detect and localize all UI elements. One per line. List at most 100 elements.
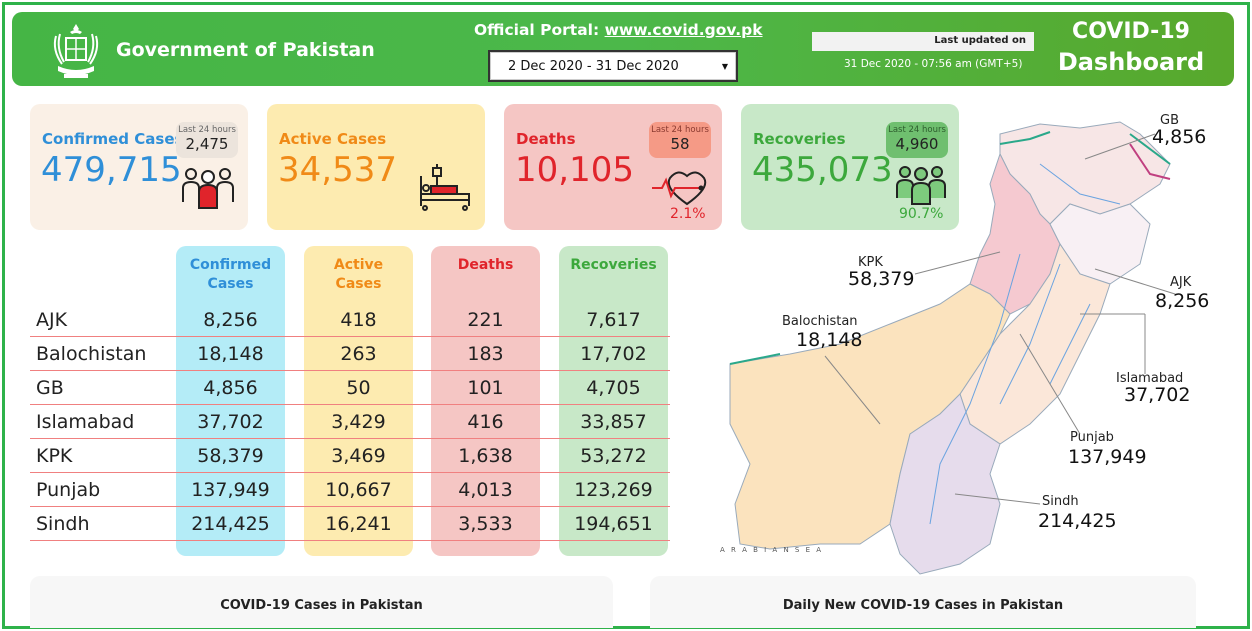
balochistan-map-label: Balochistan (782, 314, 858, 329)
recoveries-cell: 194,651 (574, 513, 653, 535)
sindh-region (889, 393, 1001, 575)
confirmed-column-bg (176, 246, 285, 556)
cases-chart-panel: COVID-19 Cases in Pakistan (30, 576, 613, 628)
balochistan-map-value: 18,148 (796, 329, 863, 351)
recoveries-cell: 17,702 (580, 343, 647, 365)
confirmed-cases-label: Confirmed Cases (42, 130, 184, 148)
recoveries-last24-badge: Last 24 hours 4,960 (886, 122, 948, 158)
recoveries-cell: 7,617 (586, 309, 641, 331)
daily-cases-chart-title: Daily New COVID-19 Cases in Pakistan (782, 598, 1064, 613)
active-cases-value: 34,537 (278, 150, 397, 190)
recoveries-cell: 53,272 (580, 445, 647, 467)
active-cell: 16,241 (325, 513, 392, 535)
cases-chart-title: COVID-19 Cases in Pakistan (220, 598, 423, 613)
recoveries-card: Recoveries 435,073 Last 24 hours 4,960 9… (741, 104, 959, 230)
confirmed-column-header: Confirmed Cases (176, 256, 285, 294)
deaths-column-bg (431, 246, 540, 556)
last24-label: Last 24 hours (888, 125, 946, 135)
province-name: Punjab (36, 479, 101, 501)
confirmed-cell: 8,256 (203, 309, 258, 331)
daily-cases-chart-panel: Daily New COVID-19 Cases in Pakistan (650, 576, 1196, 628)
active-cell: 50 (346, 377, 371, 399)
deaths-cell: 3,533 (458, 513, 513, 535)
confirmed-cell: 214,425 (191, 513, 270, 535)
government-title: Government of Pakistan (116, 39, 375, 61)
state-emblem-icon (53, 24, 99, 78)
table-row: Balochistan 18,148 263 183 17,702 (30, 337, 670, 371)
kpk-region (969, 152, 1061, 315)
death-rate-pct: 2.1% (670, 206, 706, 222)
last24-label: Last 24 hours (178, 125, 236, 135)
recoveries-cell: 33,857 (580, 411, 647, 433)
river-lines (929, 163, 1121, 525)
date-range-select[interactable]: 2 Dec 2020 - 31 Dec 2020 ▼ (488, 50, 738, 82)
portal-prefix: Official Portal: (474, 21, 600, 39)
deaths-cell: 4,013 (458, 479, 513, 501)
active-cell: 3,429 (331, 411, 386, 433)
deaths-cell: 1,638 (458, 445, 513, 467)
last-updated-time: 31 Dec 2020 - 07:56 am (GMT+5) (844, 58, 1023, 70)
deaths-label: Deaths (516, 130, 576, 148)
sindh-map-label: Sindh (1042, 494, 1079, 509)
gb-map-label: GB (1160, 113, 1179, 128)
active-cell: 418 (340, 309, 377, 331)
recoveries-column-bg (559, 246, 668, 556)
punjab-map-value: 137,949 (1068, 446, 1147, 468)
province-table: Confirmed Cases Active Cases Deaths Reco… (30, 246, 670, 558)
confirmed-cell: 18,148 (197, 343, 264, 365)
header-line: Active (333, 257, 384, 273)
table-row: Islamabad 37,702 3,429 416 33,857 (30, 405, 670, 439)
deaths-card: Deaths 10,105 Last 24 hours 58 2.1% (504, 104, 722, 230)
confirmed-cell: 58,379 (197, 445, 264, 467)
deaths-value: 10,105 (515, 150, 634, 190)
recoveries-cell: 123,269 (574, 479, 653, 501)
active-column-header: Active Cases (304, 256, 413, 294)
last24-label: Last 24 hours (651, 125, 709, 135)
confirmed-cell: 37,702 (197, 411, 264, 433)
deaths-cell: 221 (467, 309, 504, 331)
header-line: Confirmed (189, 257, 272, 273)
recoveries-cell: 4,705 (586, 377, 641, 399)
date-range-value: 2 Dec 2020 - 31 Dec 2020 (508, 58, 679, 74)
header-line: Cases (335, 276, 382, 292)
recovered-people-icon (896, 166, 946, 205)
province-name: GB (36, 377, 64, 399)
header-line: Cases (207, 276, 254, 292)
deaths-cell: 183 (467, 343, 504, 365)
kpk-map-value: 58,379 (848, 268, 915, 290)
active-cell: 3,469 (331, 445, 386, 467)
deaths-last24-badge: Last 24 hours 58 (649, 122, 711, 158)
islamabad-map-value: 37,702 (1124, 384, 1191, 406)
heartbeat-icon (652, 171, 707, 206)
recovery-rate-pct: 90.7% (899, 206, 944, 222)
last24-value: 2,475 (185, 135, 229, 153)
kashmir-border (1129, 143, 1171, 180)
province-name: Islamabad (36, 411, 135, 433)
confirmed-last24-badge: Last 24 hours 2,475 (176, 122, 238, 158)
portal-link[interactable]: www.covid.gov.pk (604, 21, 763, 39)
deaths-column-header: Deaths (457, 257, 514, 273)
dropdown-caret-icon: ▼ (721, 61, 728, 71)
recoveries-value: 435,073 (752, 150, 893, 190)
province-name: Balochistan (36, 343, 147, 365)
kpk-map-label: KPK (858, 255, 883, 270)
deaths-cell: 101 (467, 377, 504, 399)
table-row: AJK 8,256 418 221 7,617 (30, 303, 670, 337)
confirmed-cell: 137,949 (191, 479, 270, 501)
dashboard-title-line2: Dashboard (1057, 48, 1205, 76)
last24-value: 58 (670, 135, 690, 153)
map-graphic: A R A B I A N S E A (720, 121, 1176, 575)
header-bar: Government of Pakistan Official Portal: … (12, 12, 1234, 86)
ajk-map-value: 8,256 (1155, 290, 1210, 312)
table-row: Punjab 137,949 10,667 4,013 123,269 (30, 473, 670, 507)
table-row: KPK 58,379 3,469 1,638 53,272 (30, 439, 670, 473)
active-cases-card: Active Cases 34,537 (267, 104, 485, 230)
official-portal: Official Portal: www.covid.gov.pk (474, 21, 763, 39)
gb-map-value: 4,856 (1152, 126, 1207, 148)
active-cell: 263 (340, 343, 377, 365)
hospital-bed-icon (420, 164, 470, 211)
dashboard-title-line1: COVID-19 (1072, 19, 1190, 44)
last-updated-label: Last updated on (812, 32, 1034, 51)
sea-label: A R A B I A N S E A (720, 546, 823, 554)
islamabad-map-label: Islamabad (1116, 371, 1184, 386)
